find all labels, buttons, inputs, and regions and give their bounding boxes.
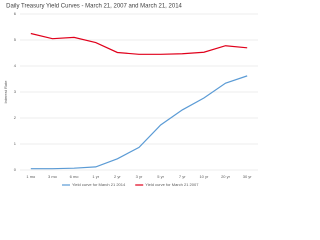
series-line	[30, 32, 248, 55]
x-tick-label: 20 yr	[221, 174, 231, 179]
y-tick-label: 2	[14, 115, 17, 120]
x-tick-label: 30 yr	[243, 174, 253, 179]
chart: Daily Treasury Yield Curves - March 21, …	[3, 4, 258, 187]
x-tick-label: 10 yr	[199, 174, 209, 179]
x-tick-label: 3 mo	[48, 174, 58, 179]
x-tick-label: 2 yr	[114, 174, 121, 179]
y-tick-label: 6	[14, 11, 17, 16]
y-tick-label: 0	[14, 167, 17, 172]
y-tick-label: 4	[14, 63, 17, 68]
x-tick-label: 6 mo	[70, 174, 80, 179]
x-tick-label: 3 yr	[136, 174, 143, 179]
x-tick-label: 1 mo	[26, 174, 36, 179]
y-tick-label: 5	[14, 37, 17, 42]
x-tick-label: 5 yr	[157, 174, 164, 179]
series-line	[30, 75, 248, 170]
x-tick-label: 7 yr	[179, 174, 186, 179]
y-axis-label: Interest Rate	[3, 80, 8, 104]
legend-label: Yield curve for March 21 2007	[145, 182, 199, 187]
y-tick-label: 1	[14, 141, 17, 146]
legend-label: Yield curve for March 21 2014	[72, 182, 126, 187]
x-tick-label: 1 yr	[92, 174, 99, 179]
chart-title: Daily Treasury Yield Curves - March 21, …	[6, 4, 182, 10]
y-tick-label: 3	[14, 89, 17, 94]
